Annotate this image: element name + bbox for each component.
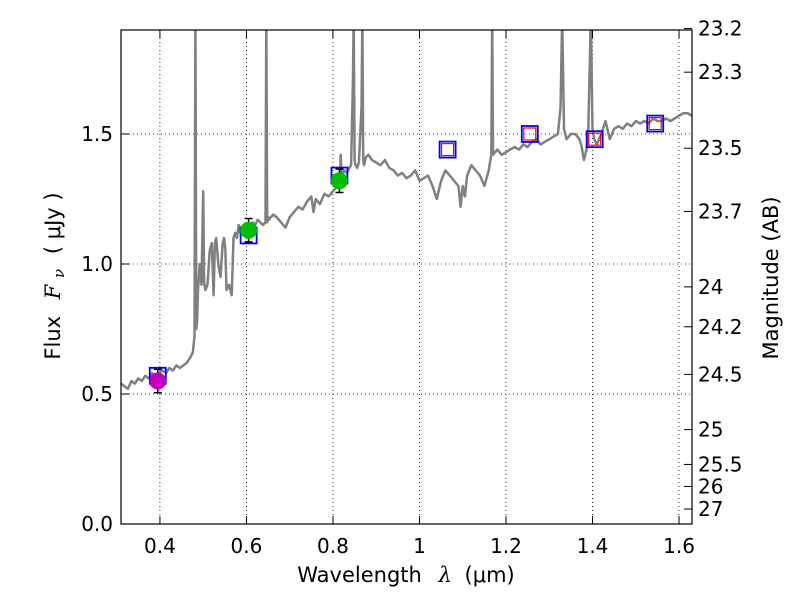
x-tick-label: 0.6 — [231, 534, 263, 558]
model-band-marker — [438, 140, 457, 159]
magnitude-tick-label: 25 — [698, 418, 723, 442]
observed-point — [330, 172, 348, 190]
magnitude-tick-label: 27 — [698, 497, 723, 521]
data-series — [121, 30, 692, 394]
y-axis-title-text: Flux — [41, 316, 65, 360]
y-axis-title-unit: ( μJy ) — [41, 192, 65, 254]
model-band-marker — [520, 125, 539, 143]
x-axis-title-unit: (μm) — [465, 563, 515, 587]
magnitude-tick-label: 23.2 — [698, 17, 743, 41]
magnitude-tick-label: 24.5 — [698, 362, 743, 386]
model-band-marker — [585, 130, 604, 149]
magnitude-tick-label: 25.5 — [698, 452, 743, 476]
x-axis-title-symbol: λ — [438, 563, 452, 587]
magnitude-tick-label: 23.7 — [698, 199, 743, 223]
sed-model-line — [121, 30, 692, 391]
model-band-marker — [646, 114, 665, 133]
x-tick-label: 1 — [413, 534, 426, 558]
observed-point — [240, 221, 258, 239]
axis-ticks: 0.4 0.6 0.8 1 1.2 1.4 1.6 0.0 0.5 1.0 1.5 23.2 23.3 2… — [81, 17, 742, 558]
magnitude-tick-label: 24 — [698, 275, 723, 299]
x-tick-label: 0.8 — [317, 534, 349, 558]
x-tick-label: 1.2 — [490, 534, 522, 558]
y-tick-label: 1.0 — [81, 252, 113, 276]
plot-frame — [120, 29, 693, 525]
y-tick-label: 0.5 — [81, 382, 113, 406]
magnitude-tick-label: 23.3 — [698, 60, 743, 84]
predicted-band-marker — [440, 143, 455, 157]
predicted-band-marker — [648, 116, 662, 131]
x-tick-label: 1.4 — [577, 534, 609, 558]
y-axis-title-subscript: ν — [50, 269, 68, 278]
y-tick-label: 0.0 — [81, 512, 113, 536]
y-tick-label: 1.5 — [81, 122, 113, 146]
x-axis-title-text: Wavelength — [297, 563, 422, 587]
x-tick-label: 0.4 — [144, 534, 176, 558]
magnitude-tick-label: 23.5 — [698, 136, 743, 160]
observed-point — [149, 372, 167, 390]
y-axis-title: Flux F ν ( μJy ) — [41, 192, 69, 359]
y2-axis-title: Magnitude (AB) — [759, 196, 783, 359]
predicted-band-marker — [588, 132, 602, 146]
predicted-band-marker — [523, 127, 537, 141]
magnitude-tick-label: 24.2 — [698, 315, 743, 339]
y-axis-title-symbol: F — [41, 283, 65, 300]
magnitude-tick-label: 26 — [698, 474, 723, 498]
plot-background — [121, 30, 692, 524]
x-axis-title: Wavelength λ (μm) — [297, 563, 514, 587]
x-tick-label: 1.6 — [663, 534, 695, 558]
